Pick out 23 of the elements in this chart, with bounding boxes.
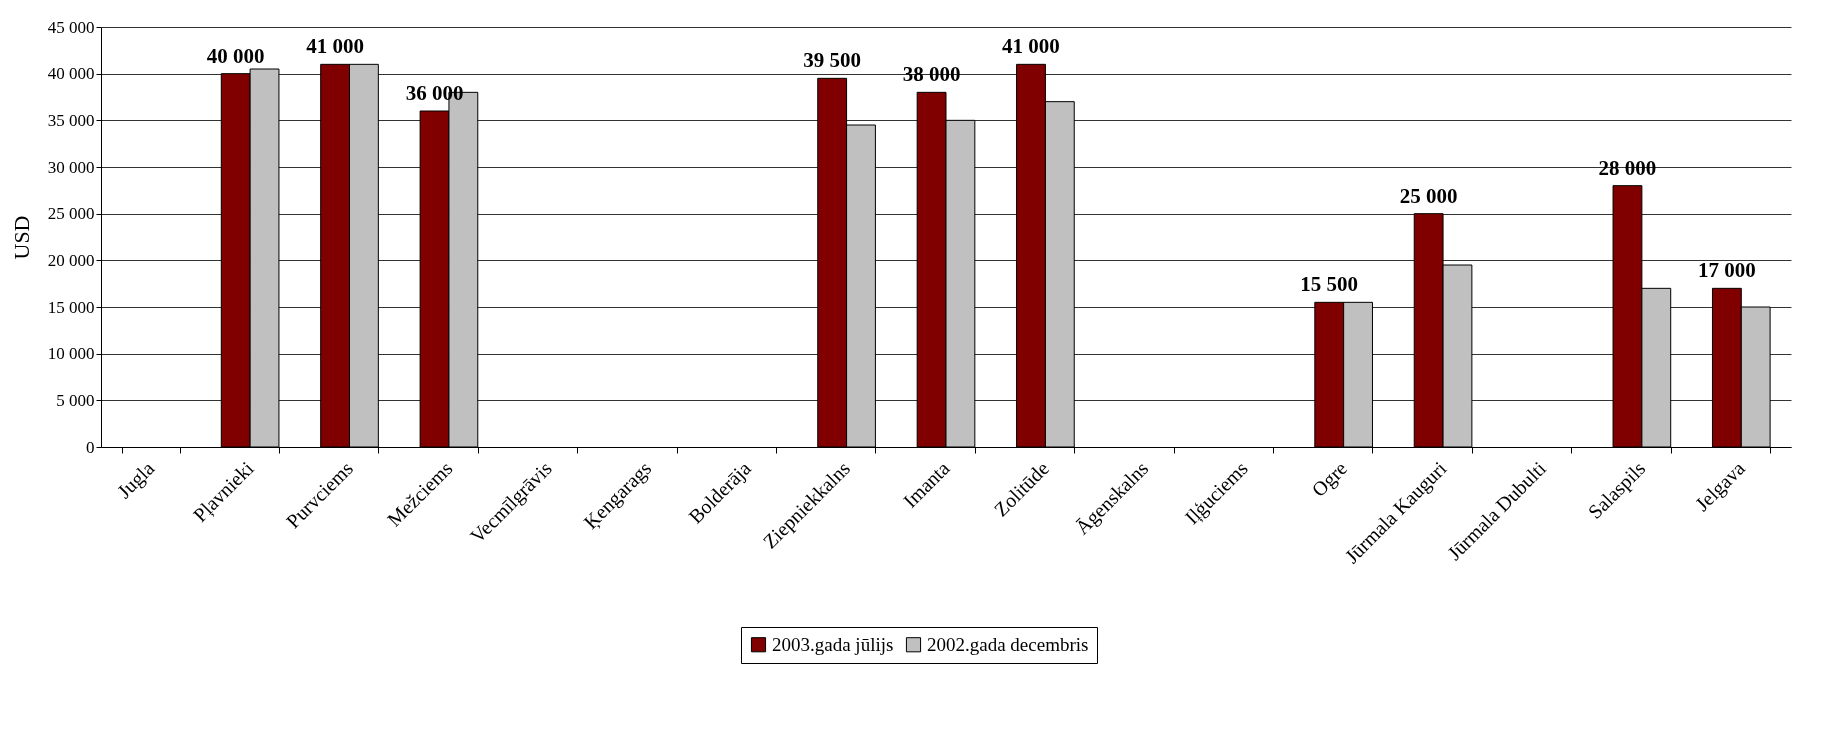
data-label: 39 500 xyxy=(803,48,862,73)
data-label: 17 000 xyxy=(1698,258,1756,283)
data-label: 36 000 xyxy=(405,81,464,105)
data-label: 41 000 xyxy=(1002,34,1060,59)
y-tick-label: 45 000 xyxy=(47,17,95,37)
legend-label: 2002.gada decembris xyxy=(927,633,1089,655)
y-tick-label: 5 000 xyxy=(56,390,95,410)
y-tick-label: 40 000 xyxy=(47,64,95,84)
y-tick-label: 20 000 xyxy=(47,250,95,270)
y-tick-label: 0 xyxy=(86,437,95,457)
data-label: 25 000 xyxy=(1399,183,1458,208)
x-tick-label: Ogre xyxy=(1307,456,1353,502)
y-tick-label: 35 000 xyxy=(47,110,95,130)
data-label: 41 000 xyxy=(306,34,364,59)
y-tick-label: 30 000 xyxy=(47,157,95,177)
data-label: 40 000 xyxy=(206,43,265,68)
y-tick-label: 15 000 xyxy=(47,297,95,317)
y-axis-title: USD xyxy=(8,215,34,260)
x-tick-label: Jugla xyxy=(112,456,160,504)
data-label: 15 500 xyxy=(1300,272,1359,297)
y-tick-label: 25 000 xyxy=(47,204,95,224)
legend-label: 2003.gada jūlijs xyxy=(772,633,894,655)
y-tick-label: 10 000 xyxy=(47,344,95,364)
